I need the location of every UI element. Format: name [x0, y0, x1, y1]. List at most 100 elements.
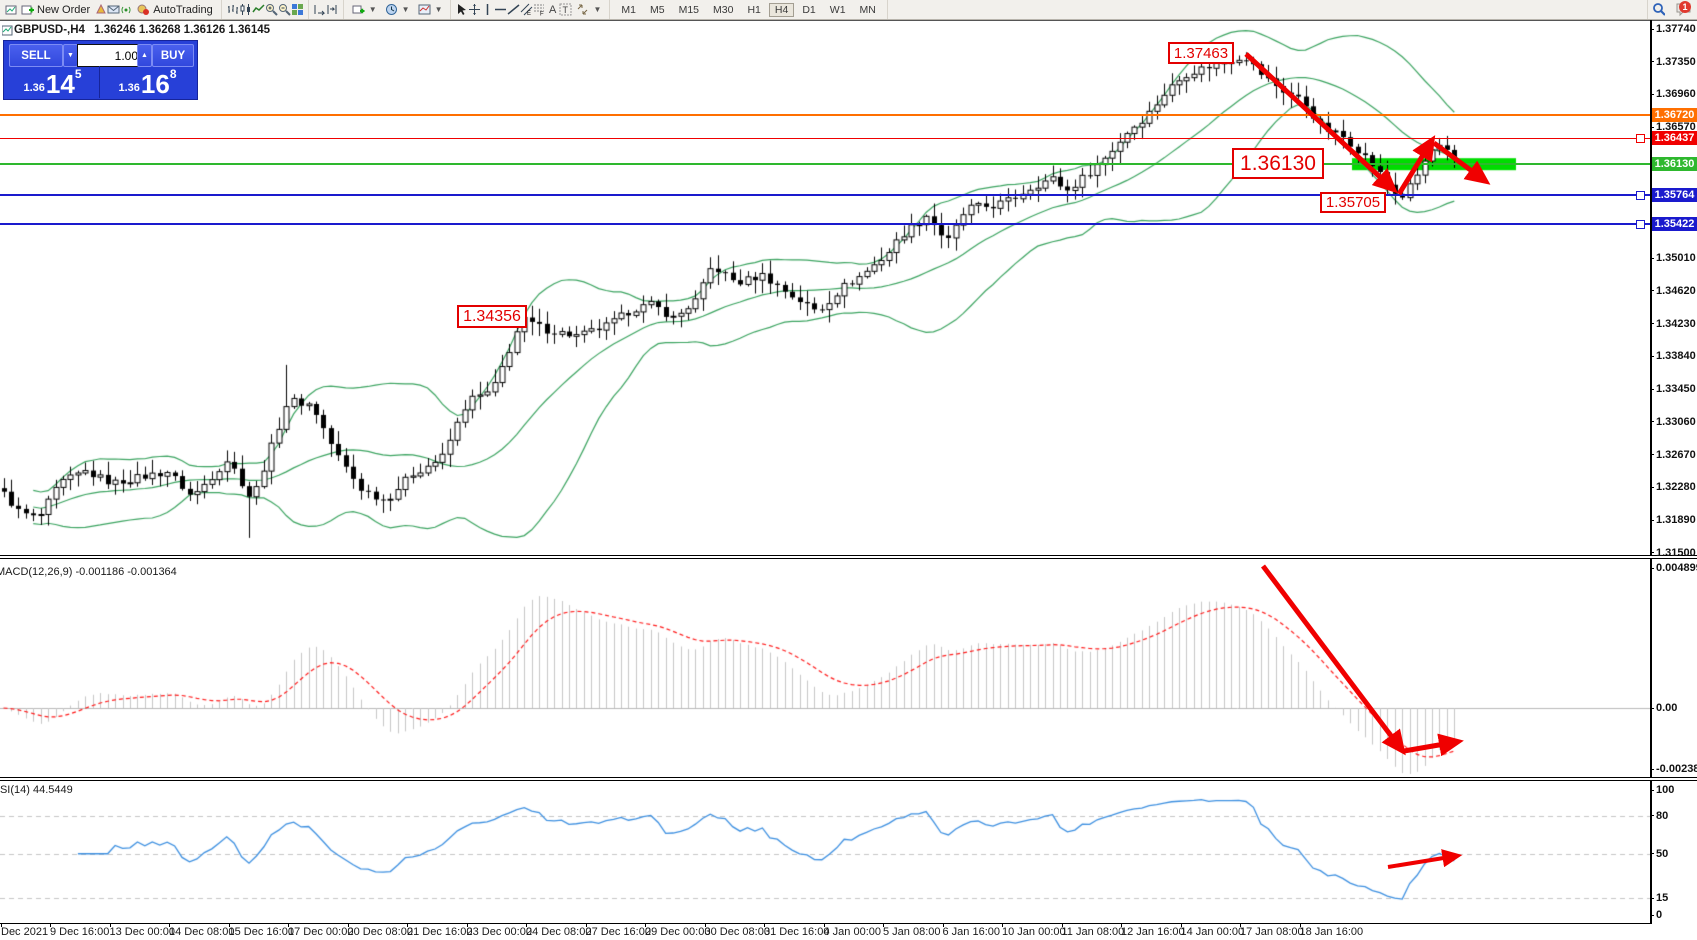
chart-shift-icon[interactable]	[326, 3, 339, 16]
horizontal-line-icon[interactable]	[494, 3, 507, 16]
cursor-icon[interactable]	[455, 3, 468, 16]
line-handle-1.36437[interactable]	[1636, 134, 1645, 144]
date-label-18: 11 Jan 08:00	[1061, 926, 1125, 938]
date-label-19: 12 Jan 16:00	[1121, 926, 1185, 938]
sell-button[interactable]: SELL	[9, 44, 63, 67]
templates-button[interactable]: ▼	[414, 2, 447, 17]
timeframe-h4[interactable]: H4	[768, 2, 795, 17]
volume-down-button[interactable]: ▼	[63, 44, 78, 67]
search-icon[interactable]	[1652, 3, 1665, 16]
notification-badge: 1	[1679, 1, 1691, 13]
timeframe-w1[interactable]: W1	[829, 3, 846, 16]
toolbar-group-indicators: ▼ ▼ ▼	[344, 0, 452, 19]
tile-windows-icon[interactable]	[291, 3, 304, 16]
zoom-in-icon[interactable]	[265, 3, 278, 16]
horizontal-line-1.36130[interactable]	[0, 163, 1650, 166]
crosshair-icon[interactable]	[468, 3, 481, 16]
date-label-8: 23 Dec 00:00	[466, 926, 532, 938]
buy-price[interactable]: 1.36 16 8	[101, 66, 194, 98]
annotation-label-1.34356[interactable]: 1.34356	[457, 305, 527, 328]
chart-window-icon	[1, 24, 14, 37]
date-tickmark	[1299, 923, 1301, 927]
date-tickmark	[942, 923, 944, 927]
alerts-icon[interactable]	[94, 3, 107, 16]
timeframe-d1[interactable]: D1	[802, 3, 816, 16]
timeframe-m30[interactable]: M30	[713, 3, 734, 16]
auto-scroll-icon[interactable]	[313, 3, 326, 16]
arrows-button[interactable]: ▼	[572, 2, 605, 17]
trendline-icon[interactable]	[507, 3, 520, 16]
date-label-6: 20 Dec 08:00	[347, 926, 413, 938]
periods-button[interactable]: ▼	[381, 2, 414, 17]
price-axis-tickmark	[1650, 486, 1654, 488]
timeframe-group: M1 M5 M15 M30 H1 H4 D1 W1 MN	[610, 0, 888, 19]
timeframe-mn[interactable]: MN	[859, 3, 876, 16]
svg-text:F: F	[540, 12, 544, 17]
annotation-label-1.37463[interactable]: 1.37463	[1168, 42, 1234, 64]
price-axis-tick-1.32670: 1.32670	[1656, 448, 1696, 461]
indicators-button[interactable]: ▼	[348, 2, 381, 17]
date-label-11: 29 Dec 00:00	[645, 926, 711, 938]
date-tickmark	[704, 923, 706, 927]
price-axis-tick-1.32280: 1.32280	[1656, 481, 1696, 494]
volume-up-button[interactable]: ▲	[137, 44, 152, 67]
price-axis-tickmark	[1650, 28, 1654, 30]
line-handle-1.35764[interactable]	[1636, 190, 1645, 200]
signal-icon[interactable]	[120, 3, 133, 16]
one-click-trading-panel: SELL ▼ ▲ BUY 1.36 14 5 1.36 16 8	[3, 40, 198, 100]
new-order-button[interactable]: New Order	[17, 2, 94, 17]
horizontal-line-1.35422[interactable]	[0, 222, 1650, 225]
annotation-label-1.36130[interactable]: 1.36130	[1232, 148, 1324, 179]
price-tag-1.36437: 1.36437	[1652, 131, 1697, 146]
equidistant-channel-icon[interactable]: E	[520, 3, 533, 16]
price-axis-tickmark	[1650, 323, 1654, 325]
text-icon[interactable]: A	[546, 3, 559, 16]
annotation-label-1.35705[interactable]: 1.35705	[1320, 192, 1386, 213]
toolbar-group-objects: E F A T ▼	[451, 0, 611, 19]
date-label-4: 15 Dec 16:00	[228, 926, 294, 938]
timeframe-m15[interactable]: M15	[678, 3, 700, 16]
price-axis-tick-1.37740: 1.37740	[1656, 23, 1696, 35]
bar-chart-icon[interactable]	[226, 3, 239, 16]
rsi-axis-tickmark	[1650, 789, 1654, 791]
candlestick-chart-icon[interactable]	[239, 3, 252, 16]
timeframe-h1[interactable]: H1	[747, 3, 761, 16]
buy-button[interactable]: BUY	[152, 44, 194, 67]
text-label-icon[interactable]: T	[559, 3, 572, 16]
price-tag-1.35422: 1.35422	[1652, 216, 1697, 231]
vertical-line-icon[interactable]	[481, 3, 494, 16]
pane-separator-rsi[interactable]	[0, 777, 1697, 781]
zoom-out-icon[interactable]	[278, 3, 291, 16]
date-label-10: 27 Dec 16:00	[585, 926, 651, 938]
mail-icon[interactable]	[107, 3, 120, 16]
date-label-5: 17 Dec 00:00	[288, 926, 354, 938]
autotrading-button[interactable]: AutoTrading	[133, 2, 217, 17]
chart-canvas[interactable]	[0, 0, 1650, 940]
price-axis-tick-1.33840: 1.33840	[1656, 350, 1696, 363]
date-tickmark	[823, 923, 825, 927]
toolbar-group-chart-type	[222, 0, 309, 19]
timeframe-m5[interactable]: M5	[650, 3, 665, 16]
price-axis-tick-1.31500: 1.31500	[1656, 546, 1696, 559]
line-handle-1.35422[interactable]	[1636, 219, 1645, 229]
fibonacci-icon[interactable]: F	[533, 3, 546, 16]
volume-input[interactable]	[77, 44, 143, 67]
line-chart-icon[interactable]	[252, 3, 265, 16]
date-label-21: 17 Jan 08:00	[1240, 926, 1304, 938]
date-label-16: 6 Jan 16:00	[942, 926, 1001, 938]
macd-axis-tick-0.00: 0.00	[1656, 702, 1678, 714]
rsi-axis-tick-80: 80	[1656, 809, 1669, 822]
new-order-label: New Order	[37, 3, 91, 16]
date-tickmark	[228, 923, 230, 927]
price-tag-1.36130: 1.36130	[1652, 157, 1697, 172]
horizontal-line-1.36437[interactable]	[0, 137, 1650, 139]
chart-bottom-border	[0, 923, 1652, 924]
pane-separator-macd[interactable]	[0, 555, 1697, 559]
charts-icon[interactable]	[4, 3, 17, 16]
horizontal-line-1.35764[interactable]	[0, 193, 1650, 196]
horizontal-line-1.36720[interactable]	[0, 113, 1650, 116]
sell-price[interactable]: 1.36 14 5	[6, 66, 100, 98]
timeframe-m1[interactable]: M1	[621, 3, 636, 16]
date-tickmark	[1180, 923, 1182, 927]
